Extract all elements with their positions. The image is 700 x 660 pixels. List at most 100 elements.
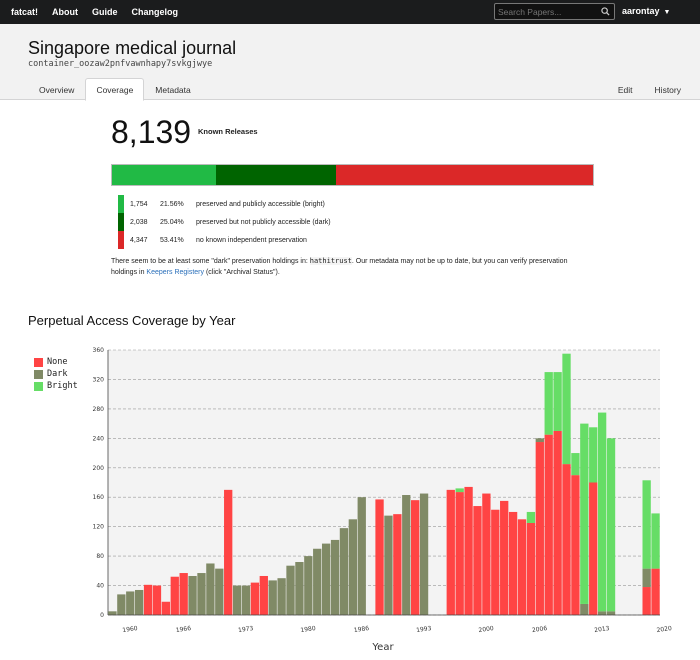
note-text: . Our metadata may not be up to date, bu… [111, 258, 568, 276]
swatch-none [118, 231, 124, 249]
search-icon[interactable] [598, 5, 612, 19]
bar-dark [268, 580, 277, 615]
legend-item-dark[interactable]: Dark [34, 368, 78, 380]
plot-area [108, 350, 660, 615]
bar-dark [642, 568, 651, 588]
tab-metadata[interactable]: Metadata [155, 85, 191, 95]
caret-down-icon: ▼ [663, 9, 671, 16]
bar-none [446, 489, 455, 615]
x-tick-label: 2006 [532, 625, 548, 634]
swatch-dark [118, 213, 124, 231]
x-tick-label: 1973 [238, 625, 254, 634]
page-title: Singapore medical journal [28, 38, 237, 58]
bar-dark [606, 611, 616, 615]
bar-dark [277, 578, 286, 615]
table-row: 4,347 53.41% no known independent preser… [118, 231, 331, 249]
bar-dark [535, 438, 544, 443]
row-percent: 21.56% [160, 200, 184, 208]
y-tick-label: 360 [93, 347, 105, 354]
row-percent: 53.41% [160, 236, 184, 244]
brand-link[interactable]: fatcat! [11, 7, 39, 17]
bar-dark [402, 495, 411, 615]
nav-guide[interactable]: Guide [92, 7, 118, 17]
bar-none [508, 511, 518, 615]
bar-bright [544, 372, 553, 435]
bar-none [500, 500, 509, 615]
search-input[interactable] [495, 6, 598, 17]
legend-item-none[interactable]: None [34, 356, 78, 368]
bar-dark [108, 611, 117, 615]
bar-dark [330, 539, 340, 615]
row-label: no known independent preservation [196, 236, 307, 244]
row-label: preserved but not publicly accessible (d… [196, 218, 331, 226]
tab-history[interactable]: History [654, 85, 681, 95]
bar-none [411, 500, 420, 615]
bar-none [571, 475, 580, 615]
bar-dark [286, 565, 295, 615]
bar-dark [241, 585, 251, 615]
nav-about[interactable]: About [52, 7, 79, 17]
bar-dark [215, 165, 337, 185]
y-tick-label: 320 [93, 376, 105, 383]
tab-overview[interactable]: Overview [39, 85, 75, 95]
swatch-bright [118, 195, 124, 213]
tab-coverage[interactable]: Coverage [85, 78, 145, 101]
page-header: Singapore medical journal container_ooza… [0, 24, 700, 101]
note-code: hathitrust [309, 257, 352, 265]
note-text: There seem to be at least some "dark" pr… [111, 258, 310, 265]
y-tick-label: 80 [96, 553, 104, 560]
bar-bright [642, 480, 651, 569]
bar-none [161, 601, 171, 615]
bar-none [589, 482, 598, 615]
x-tick-label: 1980 [300, 625, 316, 634]
legend-item-bright[interactable]: Bright [34, 380, 78, 392]
bar-none [259, 575, 268, 615]
bar-none [170, 576, 179, 615]
x-tick-label: 2020 [656, 625, 672, 634]
tab-edit[interactable]: Edit [617, 85, 633, 95]
bar-dark [384, 515, 393, 615]
x-axis-label: Year [371, 642, 394, 653]
bar-dark [597, 611, 607, 615]
bar-bright [455, 488, 464, 493]
bar-dark [117, 594, 126, 615]
legend-label: None [47, 357, 68, 367]
bar-bright [580, 423, 589, 604]
bar-bright [553, 372, 562, 431]
release-count: 8,139 [111, 114, 192, 150]
bar-none [562, 464, 571, 615]
bar-bright [597, 412, 607, 612]
row-count: 2,038 [130, 218, 148, 226]
bar-dark [232, 585, 242, 615]
bar-dark [580, 603, 589, 615]
user-menu[interactable]: aarontay ▼ [622, 6, 670, 16]
container-ident: container_oozaw2pnfvawnhapy7svkgjwye [28, 59, 213, 69]
row-label: preserved and publicly accessible (brigh… [196, 200, 325, 208]
dark-holdings-note: There seem to be at least some "dark" pr… [111, 256, 591, 278]
bar-dark [313, 548, 322, 615]
bar-none [393, 514, 402, 615]
bar-dark [215, 568, 224, 615]
x-tick-label: 1960 [122, 625, 138, 634]
note-text: (click "Archival Status"). [204, 269, 280, 276]
y-tick-label: 160 [93, 494, 105, 501]
legend-swatch [34, 369, 43, 379]
bar-none [375, 499, 384, 615]
bar-dark [295, 562, 304, 615]
bar-none [651, 568, 660, 615]
chart-title: Perpetual Access Coverage by Year [28, 313, 236, 328]
search-box [494, 3, 615, 20]
bar-dark [339, 528, 349, 615]
bar-none [179, 573, 188, 615]
tab-bar: Overview Coverage Metadata [28, 78, 202, 101]
keepers-registry-link[interactable]: Keepers Registery [146, 269, 205, 276]
y-tick-label: 40 [96, 583, 104, 590]
bar-none [526, 522, 536, 615]
legend-swatch [34, 357, 43, 367]
bar-bright [606, 438, 616, 612]
nav-changelog[interactable]: Changelog [131, 7, 179, 17]
bar-none [464, 486, 473, 615]
preservation-table: 1,754 21.56% preserved and publicly acce… [118, 195, 331, 249]
bar-bright [571, 453, 580, 476]
bar-none [143, 584, 153, 615]
